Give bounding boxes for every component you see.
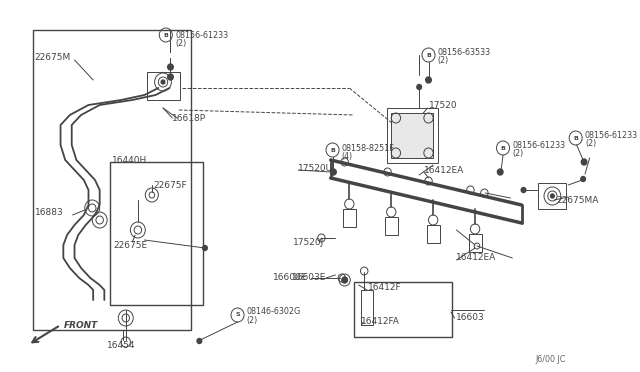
Circle shape (331, 169, 336, 175)
Bar (354, 282, 452, 337)
Text: 08146-6302G: 08146-6302G (247, 308, 301, 317)
Text: B: B (573, 135, 578, 141)
Circle shape (581, 176, 586, 182)
Circle shape (197, 339, 202, 343)
Text: 08156-61233: 08156-61233 (585, 131, 638, 140)
Text: B: B (500, 145, 506, 151)
Text: B: B (330, 148, 335, 153)
Bar (468, 234, 481, 252)
Text: (2): (2) (438, 55, 449, 64)
Circle shape (342, 277, 348, 283)
Bar (538, 183, 566, 209)
Text: 08156-61233: 08156-61233 (513, 141, 566, 150)
Text: (2): (2) (585, 138, 596, 148)
Text: 16600E: 16600E (273, 273, 307, 282)
Text: 16412FA: 16412FA (360, 317, 399, 327)
Text: 16603: 16603 (456, 314, 485, 323)
Bar (110, 162, 203, 305)
Circle shape (417, 84, 422, 90)
Text: 17520J: 17520J (293, 237, 324, 247)
Circle shape (161, 80, 165, 84)
Bar (147, 72, 180, 100)
Text: J6/00 JC: J6/00 JC (536, 356, 566, 365)
Text: 16618P: 16618P (172, 113, 207, 122)
Text: 16454: 16454 (107, 340, 135, 350)
Bar (427, 225, 440, 243)
Text: (2): (2) (247, 315, 258, 324)
Circle shape (581, 159, 587, 165)
Text: (2): (2) (513, 148, 524, 157)
Bar (33, 30, 191, 330)
Text: 17520U: 17520U (298, 164, 333, 173)
Text: 22675E: 22675E (114, 241, 148, 250)
Bar (385, 217, 398, 235)
Text: 08158-8251F: 08158-8251F (342, 144, 395, 153)
Text: 17520: 17520 (429, 100, 457, 109)
Text: 16412F: 16412F (368, 283, 401, 292)
Text: B: B (163, 32, 168, 38)
Circle shape (203, 246, 207, 250)
Text: 08156-61233: 08156-61233 (175, 31, 228, 39)
Circle shape (426, 77, 431, 83)
Text: 16440H: 16440H (112, 155, 147, 164)
Circle shape (497, 169, 503, 175)
Circle shape (168, 74, 173, 80)
Bar (362, 290, 372, 325)
Circle shape (550, 194, 554, 198)
Text: 16412EA: 16412EA (424, 166, 464, 174)
Bar (387, 108, 438, 163)
Text: 22675M: 22675M (35, 52, 70, 61)
Text: (2): (2) (175, 38, 186, 48)
Bar (343, 209, 356, 227)
Text: 16412EA: 16412EA (456, 253, 497, 263)
Circle shape (521, 187, 526, 192)
Text: 16883: 16883 (35, 208, 63, 217)
Text: 22675MA: 22675MA (556, 196, 598, 205)
Circle shape (168, 64, 173, 70)
Text: 16603E: 16603E (292, 273, 326, 282)
Text: (4): (4) (342, 151, 353, 160)
Text: 08156-63533: 08156-63533 (438, 48, 491, 57)
Text: FRONT: FRONT (63, 321, 97, 330)
Text: S: S (236, 312, 240, 317)
Bar (391, 113, 433, 158)
Text: B: B (426, 52, 431, 58)
Text: 22675F: 22675F (154, 180, 188, 189)
